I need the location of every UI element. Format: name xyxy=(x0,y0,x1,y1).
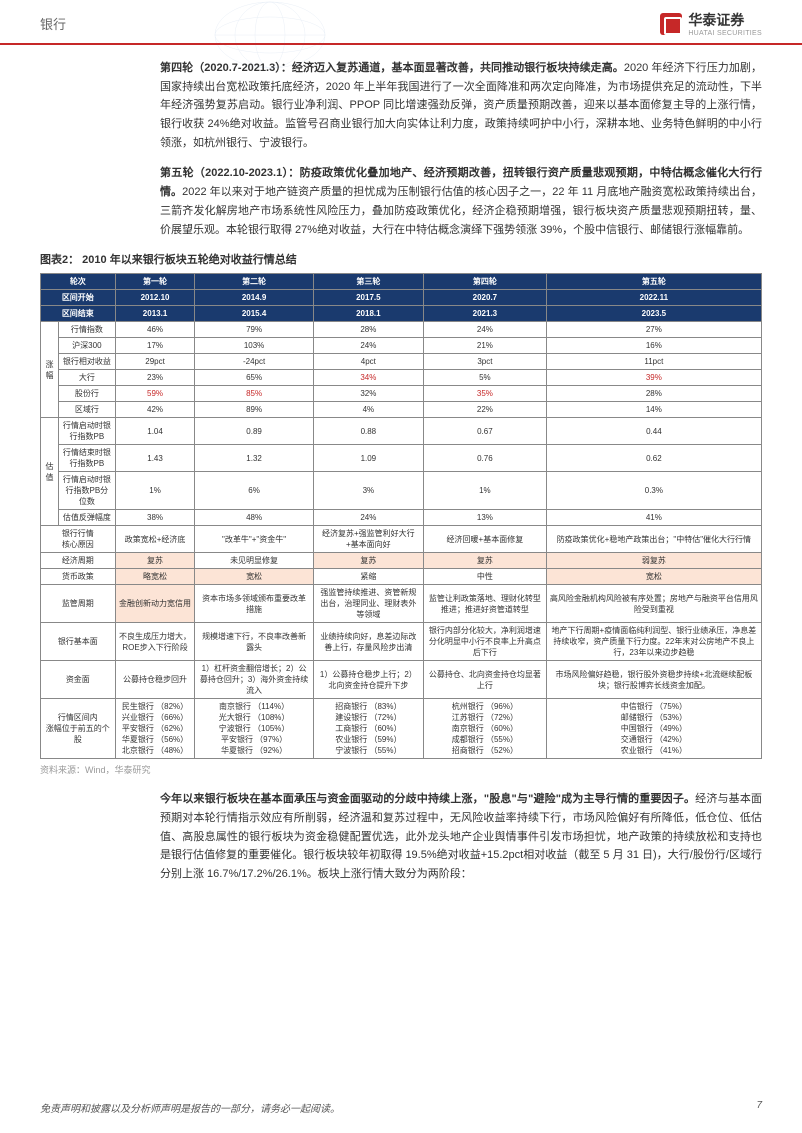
page-number: 7 xyxy=(756,1100,762,1115)
paragraph-round5: 第五轮（2022.10-2023.1）：防疫政策优化叠加地产、经济预期改善，扭转… xyxy=(160,164,762,239)
brand-name-en: HUATAI SECURITIES xyxy=(688,30,762,37)
paragraph-round4: 第四轮（2020.7-2021.3）：经济迈入复苏通道，基本面显著改善，共同推动… xyxy=(160,59,762,152)
brand-logo: 华泰证券 HUATAI SECURITIES xyxy=(660,10,762,37)
page-footer: 免责声明和披露以及分析师声明是报告的一部分，请务必一起阅读。 7 xyxy=(40,1100,762,1115)
table-title: 图表2： 2010 年以来银行板块五轮绝对收益行情总结 xyxy=(40,251,762,267)
summary-table: 轮次第一轮第二轮第三轮第四轮第五轮 区间开始2012.102014.92017.… xyxy=(40,273,762,759)
category-label: 银行 xyxy=(40,14,66,33)
page-header: 银行 华泰证券 HUATAI SECURITIES xyxy=(0,0,802,45)
table-source: 资料来源：Wind，华泰研究 xyxy=(40,763,762,776)
logo-icon xyxy=(660,13,682,35)
paragraph-thisyear: 今年以来银行板块在基本面承压与资金面驱动的分歧中持续上涨，"股息"与"避险"成为… xyxy=(160,790,762,883)
globe-decoration xyxy=(180,0,360,70)
disclaimer-text: 免责声明和披露以及分析师声明是报告的一部分，请务必一起阅读。 xyxy=(40,1100,340,1115)
brand-name-cn: 华泰证券 xyxy=(688,10,762,30)
